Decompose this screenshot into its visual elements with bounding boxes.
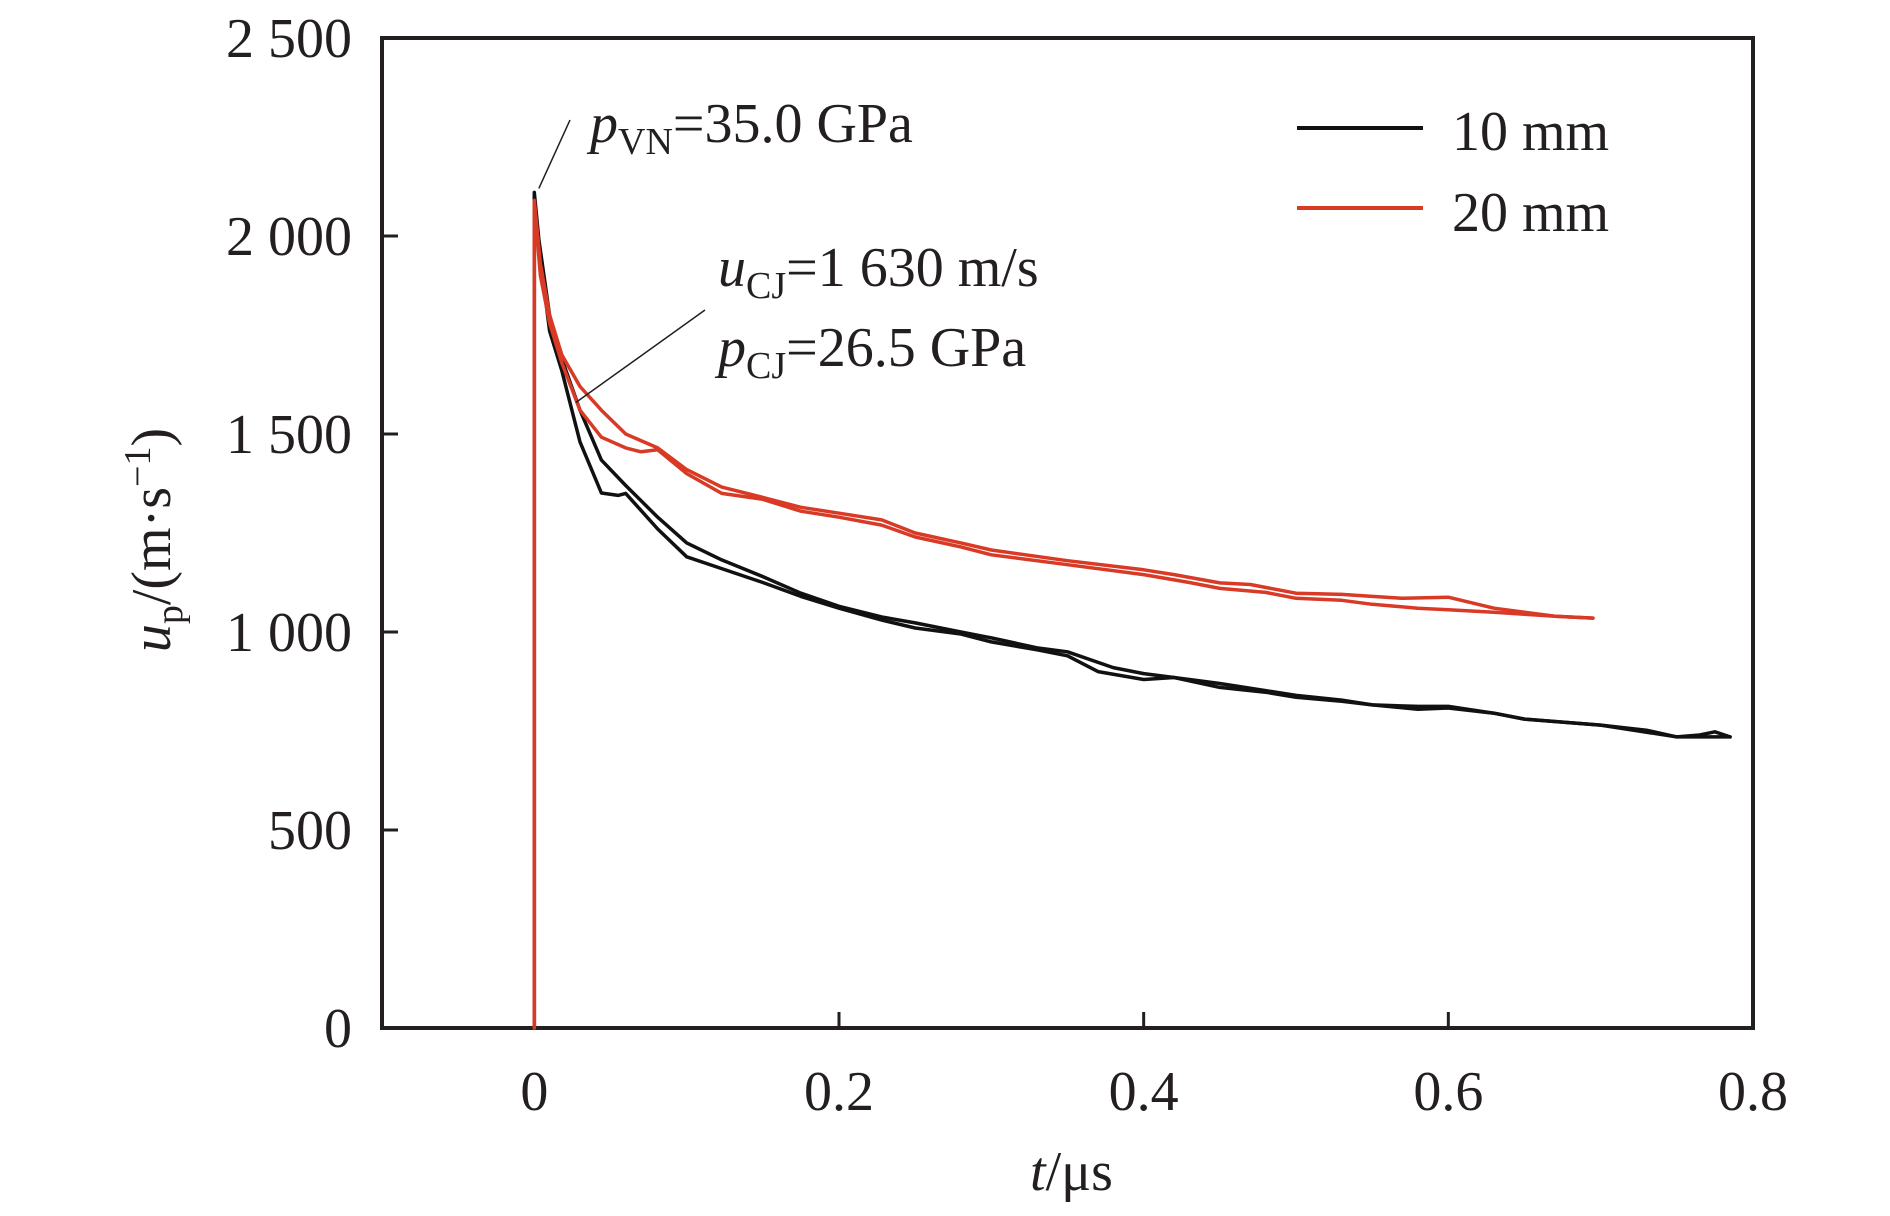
- y-tick-label: 2 000: [226, 206, 352, 268]
- y-axis-label: up/(m·s−1): [117, 428, 191, 652]
- legend-item-20mm[interactable]: 20 mm: [1297, 182, 1609, 244]
- legend: 10 mm 20 mm: [1297, 101, 1609, 244]
- annotation-ucj-value: =1 630 m/s: [786, 237, 1039, 299]
- y-axis-label-sup: −1: [117, 447, 159, 487]
- plot-border: [380, 36, 1755, 1030]
- annotation-cj-leader: [575, 309, 706, 404]
- series-line-10mm-trace-1: [532, 190, 1732, 1030]
- y-axis-label-var: u: [121, 624, 183, 652]
- y-axis-label-close: ): [121, 428, 183, 447]
- series-layer: [532, 190, 1732, 1030]
- x-axis-ticks: 0 0.2 0.4 0.6 0.8: [520, 1012, 1788, 1123]
- series-line-20mm-trace-2: [532, 202, 1595, 1030]
- y-tick-label: 2 500: [226, 8, 352, 70]
- y-tick-label: 1 500: [226, 404, 352, 466]
- annotation-cj: uCJ=1 630 m/s pCJ=26.5 GPa: [575, 237, 1039, 404]
- annotation-pvn-leader: [538, 119, 571, 189]
- x-axis-label: t/μs: [1030, 1141, 1113, 1203]
- x-tick-label: 0.4: [1109, 1061, 1179, 1123]
- annotation-pvn-value: =35.0 GPa: [673, 93, 913, 155]
- series-line-20mm-trace-1: [532, 198, 1595, 1030]
- legend-item-10mm[interactable]: 10 mm: [1297, 101, 1609, 163]
- annotation-pcj-value: =26.5 GPa: [786, 317, 1026, 379]
- annotation-ucj-text: uCJ=1 630 m/s: [718, 237, 1039, 307]
- annotation-ucj-sub: CJ: [746, 265, 786, 307]
- y-axis-ticks: 0 500 1 000 1 500 2 000 2 500: [226, 8, 398, 1060]
- annotation-pvn-text: pVN=35.0 GPa: [586, 93, 913, 163]
- series-line-10mm-trace-2: [532, 194, 1732, 1030]
- annotation-pvn-var: p: [586, 93, 618, 155]
- x-tick-label: 0.8: [1718, 1061, 1788, 1123]
- annotation-pvn: pVN=35.0 GPa: [538, 93, 913, 189]
- legend-label-10mm: 10 mm: [1452, 101, 1609, 163]
- annotation-pcj-var: p: [714, 317, 746, 379]
- x-tick-label: 0: [520, 1061, 548, 1123]
- legend-label-20mm: 20 mm: [1452, 182, 1609, 244]
- y-axis-label-unit: /(m·s: [121, 487, 183, 605]
- x-tick-label: 0.6: [1413, 1061, 1483, 1123]
- annotation-pcj-text: pCJ=26.5 GPa: [714, 317, 1026, 387]
- annotation-pcj-sub: CJ: [746, 345, 786, 387]
- y-tick-label: 0: [324, 998, 352, 1060]
- y-tick-label: 1 000: [226, 602, 352, 664]
- annotation-pvn-sub: VN: [618, 121, 673, 163]
- series-20mm: [532, 198, 1595, 1030]
- annotation-ucj-var: u: [718, 237, 746, 299]
- x-axis-label-unit: /μs: [1046, 1141, 1113, 1203]
- y-axis-label-sub: p: [149, 605, 191, 624]
- series-10mm: [532, 190, 1732, 1030]
- x-axis-label-var: t: [1030, 1141, 1047, 1203]
- y-tick-label: 500: [268, 800, 352, 862]
- x-tick-label: 0.2: [804, 1061, 874, 1123]
- plot-frame: [380, 36, 1755, 1030]
